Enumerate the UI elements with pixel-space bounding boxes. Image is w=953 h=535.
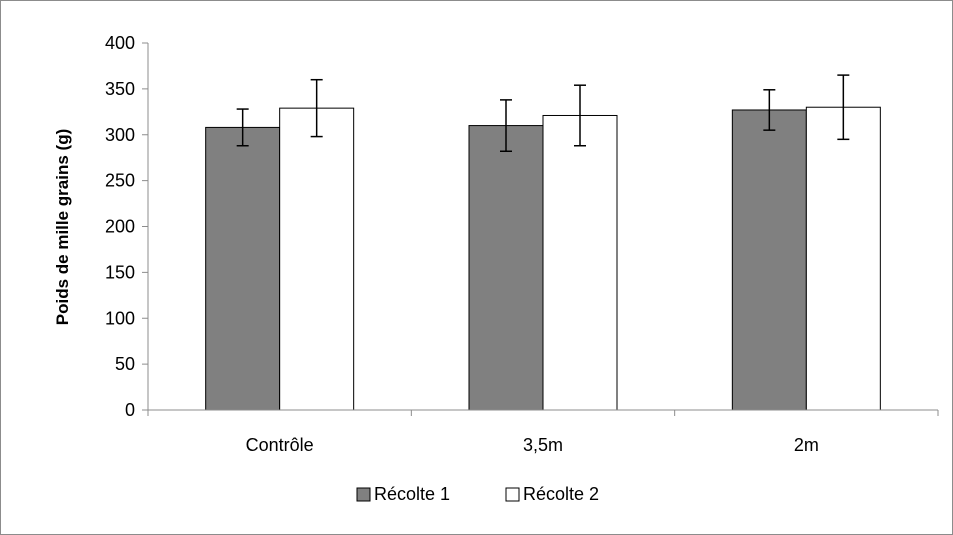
x-tick-label: 3,5m [523, 435, 563, 455]
bar-2-1 [279, 107, 355, 411]
bar-1-1 [205, 126, 281, 411]
axes-layer [142, 42, 939, 416]
bar-1-3 [731, 109, 807, 411]
y-tick-label: 0 [125, 400, 135, 420]
y-tick-label: 350 [105, 79, 135, 99]
x-tick-label: 2m [794, 435, 819, 455]
legend: Récolte 1 Récolte 2 [356, 484, 599, 504]
y-tick-label: 400 [105, 33, 135, 53]
y-axis-title: Poids de mille grains (g) [53, 129, 72, 325]
legend-swatch-1 [356, 487, 371, 502]
bar-2-3 [805, 106, 881, 411]
y-tick-label: 150 [105, 262, 135, 282]
legend-label-1: Récolte 1 [374, 484, 450, 504]
bars-layer [205, 106, 881, 411]
labels-layer: Contrôle 3,5m 2m 0 50 100 150 200 250 300 350 400 [105, 33, 819, 455]
legend-swatch-2 [505, 487, 520, 502]
y-tick-label: 200 [105, 217, 135, 237]
y-tick-label: 100 [105, 308, 135, 328]
x-tick-label: Contrôle [246, 435, 314, 455]
bar-1-2 [468, 125, 544, 411]
y-tick-label: 250 [105, 171, 135, 191]
y-tick-label: 50 [115, 354, 135, 374]
bar-2-2 [542, 114, 618, 411]
y-tick-label: 300 [105, 125, 135, 145]
error-bars-layer [236, 74, 850, 153]
legend-label-2: Récolte 2 [523, 484, 599, 504]
